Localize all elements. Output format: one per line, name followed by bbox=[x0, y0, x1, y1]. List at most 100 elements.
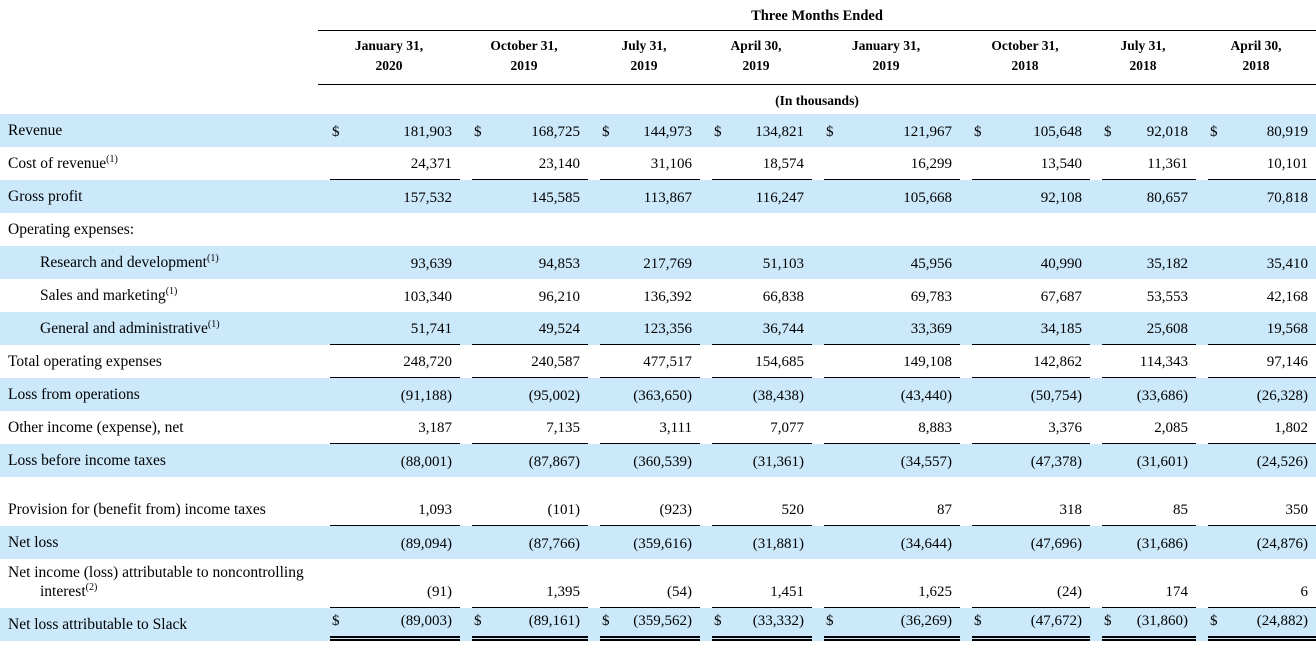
value-cell: 25,608 bbox=[1090, 312, 1196, 345]
value-cell-inner: 70,818 bbox=[1208, 180, 1316, 213]
cell-value: (34,557) bbox=[900, 453, 952, 470]
cell-value: 35,410 bbox=[1266, 255, 1308, 272]
cell-value: 51,103 bbox=[762, 255, 804, 272]
cell-value: 2,085 bbox=[1154, 419, 1188, 436]
cell-value: 23,140 bbox=[538, 155, 580, 172]
value-cell: 31,106 bbox=[588, 147, 700, 180]
value-cell-inner: 7,077 bbox=[712, 411, 812, 444]
value-cell-inner: (43,440) bbox=[824, 378, 960, 411]
dollar-sign: $ bbox=[714, 123, 722, 140]
value-cell: 1,451 bbox=[700, 559, 812, 608]
dollar-sign: $ bbox=[602, 123, 610, 140]
value-cell-inner: (88,001) bbox=[330, 444, 460, 477]
cell-value: (89,161) bbox=[528, 612, 580, 629]
table-row: Sales and marketing(1) 103,340 96,210 136,3… bbox=[0, 279, 1316, 312]
table-row: Research and development(1) 93,639 94,853 2… bbox=[0, 245, 1316, 279]
column-header-line1: October 31, bbox=[991, 38, 1059, 53]
value-cell-inner: 35,182 bbox=[1102, 246, 1196, 279]
value-cell-inner: $144,973 bbox=[600, 114, 700, 147]
value-cell-inner: $134,821 bbox=[712, 114, 812, 147]
value-cell-inner: $ (24,882) bbox=[1208, 608, 1316, 641]
value-cell: 116,247 bbox=[700, 180, 812, 213]
value-cell: $92,018 bbox=[1090, 114, 1196, 147]
value-cell: $181,903 bbox=[318, 114, 460, 147]
table-row: Gross profit 157,532 145,585 113,867 116,247… bbox=[0, 179, 1316, 213]
row-label-text: General and administrative bbox=[40, 320, 208, 338]
cell-value: (31,361) bbox=[752, 453, 804, 470]
cell-value: 51,741 bbox=[410, 320, 452, 337]
value-cell: (54) bbox=[588, 559, 700, 608]
value-cell-inner bbox=[600, 213, 700, 246]
value-cell: $ (359,562) bbox=[588, 608, 700, 641]
value-cell: 11,361 bbox=[1090, 147, 1196, 180]
value-cell: 240,587 bbox=[460, 345, 588, 378]
column-header-line2: 2019 bbox=[630, 58, 658, 74]
cell-value: 25,608 bbox=[1146, 320, 1188, 337]
dollar-sign: $ bbox=[332, 123, 340, 140]
value-cell: (47,696) bbox=[960, 526, 1090, 559]
value-cell bbox=[700, 213, 812, 246]
value-cell: 1,802 bbox=[1196, 411, 1316, 444]
dollar-sign: $ bbox=[1210, 612, 1218, 629]
value-cell: 24,371 bbox=[318, 147, 460, 180]
value-cell: (923) bbox=[588, 477, 700, 526]
value-cell: (360,539) bbox=[588, 444, 700, 477]
value-cell: 66,838 bbox=[700, 279, 812, 312]
value-cell-inner: 42,168 bbox=[1208, 279, 1316, 312]
value-cell: 19,568 bbox=[1196, 312, 1316, 345]
cell-value: (923) bbox=[659, 501, 693, 518]
value-cell: (31,881) bbox=[700, 526, 812, 559]
row-label-text: Research and development bbox=[40, 254, 207, 272]
value-cell-inner bbox=[472, 213, 588, 246]
column-header-line1: April 30, bbox=[730, 38, 782, 53]
row-label-text: Loss from operations bbox=[8, 386, 140, 404]
value-cell-inner: 51,741 bbox=[330, 312, 460, 345]
value-cell-inner: (923) bbox=[600, 477, 700, 526]
cell-value: 10,101 bbox=[1266, 155, 1308, 172]
value-cell-inner: (95,002) bbox=[472, 378, 588, 411]
table-row: Net loss attributable to Slack $ (89,003) $… bbox=[0, 607, 1316, 641]
cell-value: 93,639 bbox=[410, 255, 452, 272]
column-header-line1: July 31, bbox=[1120, 38, 1166, 53]
value-cell-inner: $181,903 bbox=[330, 114, 460, 147]
column-header-8: April 30, 2018 bbox=[1196, 30, 1316, 85]
column-header-line2: 2020 bbox=[375, 58, 403, 74]
cell-value: 80,657 bbox=[1146, 189, 1188, 206]
value-cell: 97,146 bbox=[1196, 345, 1316, 378]
value-cell-inner: 13,540 bbox=[972, 147, 1090, 180]
cell-value: (87,867) bbox=[528, 453, 580, 470]
title-spacer bbox=[0, 0, 318, 31]
cell-value: 7,077 bbox=[770, 419, 804, 436]
dollar-sign: $ bbox=[1104, 612, 1112, 629]
value-cell: 520 bbox=[700, 477, 812, 526]
value-cell-inner: 145,585 bbox=[472, 180, 588, 213]
table-row: Net income (loss) attributable to noncon… bbox=[0, 559, 1316, 608]
value-cell-inner: 69,783 bbox=[824, 279, 960, 312]
table-title: Three Months Ended bbox=[318, 0, 1316, 31]
column-header-line1: April 30, bbox=[1230, 38, 1282, 53]
cell-value: (87,766) bbox=[528, 535, 580, 552]
column-header-line1: October 31, bbox=[490, 38, 558, 53]
cell-value: (34,644) bbox=[900, 535, 952, 552]
value-cell: 248,720 bbox=[318, 345, 460, 378]
value-cell: 51,103 bbox=[700, 246, 812, 279]
cell-value: 42,168 bbox=[1266, 288, 1308, 305]
units-note: (In thousands) bbox=[775, 92, 859, 108]
value-cell-inner: $ (89,003) bbox=[330, 608, 460, 641]
value-cell-inner: 248,720 bbox=[330, 345, 460, 378]
value-cell-inner: (33,686) bbox=[1102, 378, 1196, 411]
value-cell-inner: 94,853 bbox=[472, 246, 588, 279]
value-cell: 49,524 bbox=[460, 312, 588, 345]
cell-value: 3,376 bbox=[1048, 419, 1082, 436]
cell-value: 121,967 bbox=[903, 123, 952, 140]
units-row: (In thousands) bbox=[0, 84, 1316, 114]
column-header-line1: July 31, bbox=[621, 38, 667, 53]
cell-value: (24) bbox=[1057, 583, 1082, 600]
row-label: Cost of revenue(1) bbox=[0, 147, 318, 180]
cell-value: (31,881) bbox=[752, 535, 804, 552]
value-cell-inner: 93,639 bbox=[330, 246, 460, 279]
value-cell: 3,376 bbox=[960, 411, 1090, 444]
cell-value: 1,395 bbox=[546, 583, 580, 600]
value-cell-inner bbox=[330, 213, 460, 246]
value-cell-inner: 33,369 bbox=[824, 312, 960, 345]
